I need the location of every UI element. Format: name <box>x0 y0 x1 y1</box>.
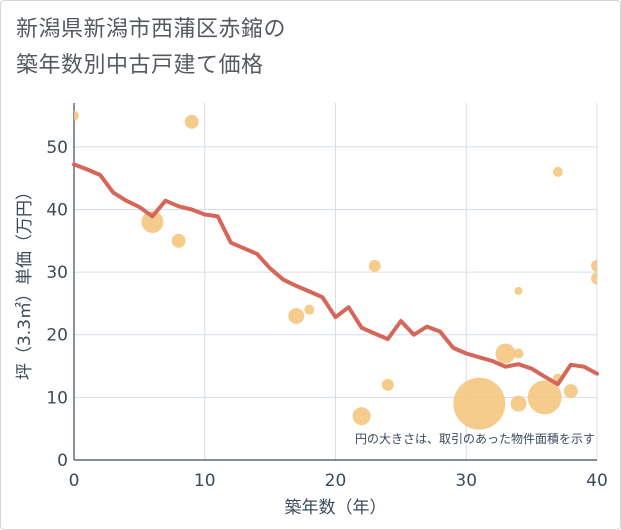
bubble-point <box>171 233 186 248</box>
x-tick-label: 30 <box>455 471 477 491</box>
bubble-point <box>495 343 516 364</box>
bubble-point <box>74 110 79 121</box>
bubble-point <box>563 384 578 399</box>
bubble-point <box>368 259 381 272</box>
bubble-point <box>510 395 527 412</box>
trend-series <box>72 162 599 387</box>
y-tick-label: 40 <box>46 200 68 220</box>
y-tick-label: 30 <box>46 263 68 283</box>
bubble-point <box>514 286 523 295</box>
bubble-size-note: 円の大きさは、取引のあった物件面積を示す <box>355 431 595 446</box>
chart-title-line-2: 築年数別中古戸建て価格 <box>16 53 264 78</box>
x-axis-title: 築年数（年） <box>285 498 387 518</box>
y-tick-label: 50 <box>46 138 68 158</box>
bubble-point <box>352 407 371 426</box>
bubble-point <box>591 259 597 272</box>
chart-title-line-1: 新潟県新潟市西蒲区赤鏥の <box>16 17 287 42</box>
x-tick-label: 20 <box>325 471 347 491</box>
y-tick-label: 0 <box>57 451 68 471</box>
bubble-point <box>552 166 563 177</box>
trend-line <box>72 162 599 387</box>
y-axis-title: 坪（3.3㎡）単価（万円） <box>15 183 35 380</box>
y-tick-label: 10 <box>46 388 68 408</box>
bubble-point <box>591 272 597 285</box>
bubble-point <box>288 307 305 324</box>
bubble-point <box>141 211 164 233</box>
bubble-series <box>74 110 597 430</box>
y-tick-label: 20 <box>46 326 68 346</box>
x-tick-label: 10 <box>194 471 216 491</box>
tick-labels: 0 10 20 30 40 50 0 10 20 30 40 <box>46 138 607 491</box>
bubble-point <box>184 114 199 129</box>
bubble-point <box>381 378 394 391</box>
bubble-point <box>304 304 315 315</box>
bubble-point <box>513 348 524 359</box>
bubble-point <box>527 380 562 415</box>
bubble-point <box>453 377 506 430</box>
x-tick-label: 40 <box>586 471 608 491</box>
chart-title: 新潟県新潟市西蒲区赤鏥の 築年数別中古戸建て価格 <box>16 12 286 84</box>
x-tick-label: 0 <box>69 471 80 491</box>
